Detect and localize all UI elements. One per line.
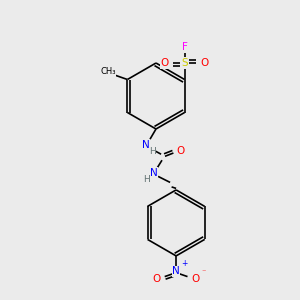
Text: O: O (160, 58, 168, 68)
Text: O: O (176, 146, 185, 156)
Text: N: N (150, 168, 158, 178)
Text: O: O (192, 274, 200, 284)
Text: ⁻: ⁻ (202, 268, 206, 277)
Text: O: O (201, 58, 209, 68)
Text: N: N (172, 266, 180, 277)
Text: O: O (152, 274, 160, 284)
Text: H: H (143, 175, 150, 184)
Text: CH₃: CH₃ (100, 68, 116, 76)
Text: +: + (182, 259, 188, 268)
Text: S: S (181, 58, 188, 68)
Text: F: F (182, 42, 188, 52)
Text: N: N (142, 140, 149, 150)
Text: H: H (149, 147, 156, 156)
